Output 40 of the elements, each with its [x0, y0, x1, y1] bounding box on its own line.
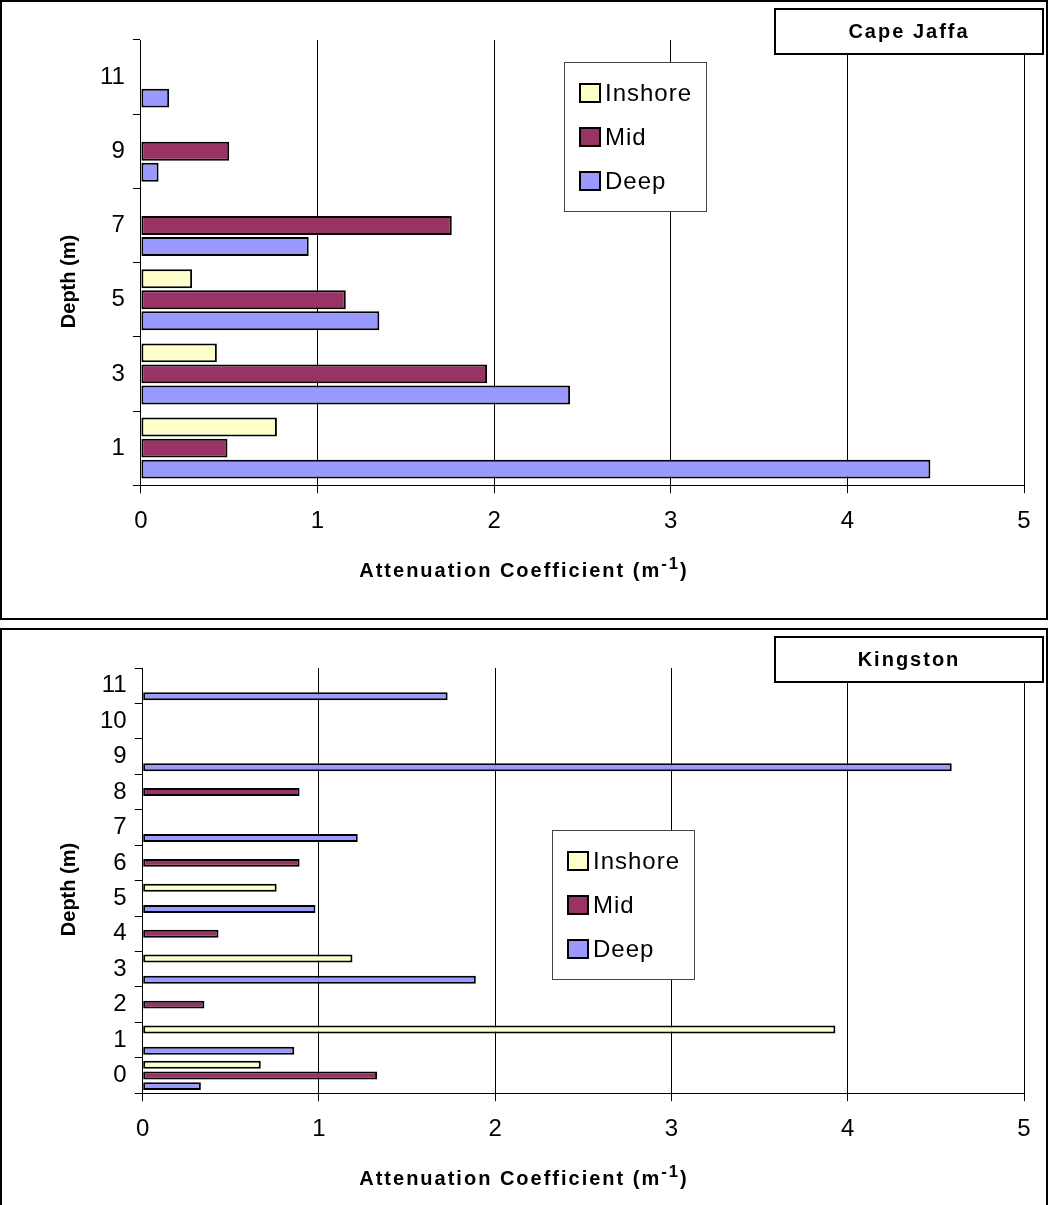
y-tick-label: 11: [101, 670, 127, 698]
x-tick-label: 2: [488, 1114, 502, 1142]
x-axis-title: Attenuation Coefficient (m$^{-1}$): [358, 554, 690, 582]
x-tick-label: 3: [664, 1114, 679, 1142]
legend-label: Mid: [605, 123, 647, 151]
y-tick-label: 8: [113, 776, 127, 804]
x-axis-title: Attenuation Coefficient (m$^{-1}$): [358, 1162, 690, 1190]
y-tick-label: 7: [111, 210, 125, 238]
y-tick-label: 2: [113, 989, 127, 1017]
y-tick-label: 5: [113, 882, 127, 910]
y-tick-label: 1: [113, 1024, 127, 1052]
y-axis-title: Depth (m): [56, 842, 80, 936]
y-tick-label: 3: [111, 358, 125, 386]
y-tick-label: 1: [111, 432, 125, 460]
legend-label: Deep: [593, 935, 655, 963]
y-tick-label: 0: [113, 1060, 127, 1088]
x-tick-label: 5: [1017, 506, 1031, 534]
x-tick-label: 1: [310, 506, 325, 534]
x-tick-label: 5: [1017, 1114, 1031, 1142]
x-tick-label: 0: [134, 506, 148, 534]
y-tick-label: 5: [111, 284, 125, 312]
legend-label: Inshore: [593, 847, 681, 875]
x-tick-label: 2: [487, 506, 501, 534]
y-axis-title: Depth (m): [56, 234, 80, 329]
x-tick-label: 0: [136, 1114, 150, 1142]
y-tick-label: 7: [113, 812, 127, 840]
legend-label: Deep: [605, 167, 667, 195]
y-tick-label: 9: [113, 741, 127, 769]
y-tick-label: 11: [99, 61, 125, 89]
x-tick-label: 3: [664, 506, 678, 534]
y-tick-label: 9: [111, 135, 125, 163]
y-tick-label: 10: [99, 705, 127, 733]
legend-label: Inshore: [605, 79, 693, 107]
x-tick-label: 4: [841, 1114, 855, 1142]
x-tick-label: 4: [840, 506, 855, 534]
y-tick-label: 3: [113, 953, 127, 981]
legend-label: Mid: [593, 891, 635, 919]
y-tick-label: 4: [113, 918, 127, 946]
y-tick-label: 6: [113, 847, 127, 875]
x-tick-label: 1: [312, 1114, 326, 1142]
